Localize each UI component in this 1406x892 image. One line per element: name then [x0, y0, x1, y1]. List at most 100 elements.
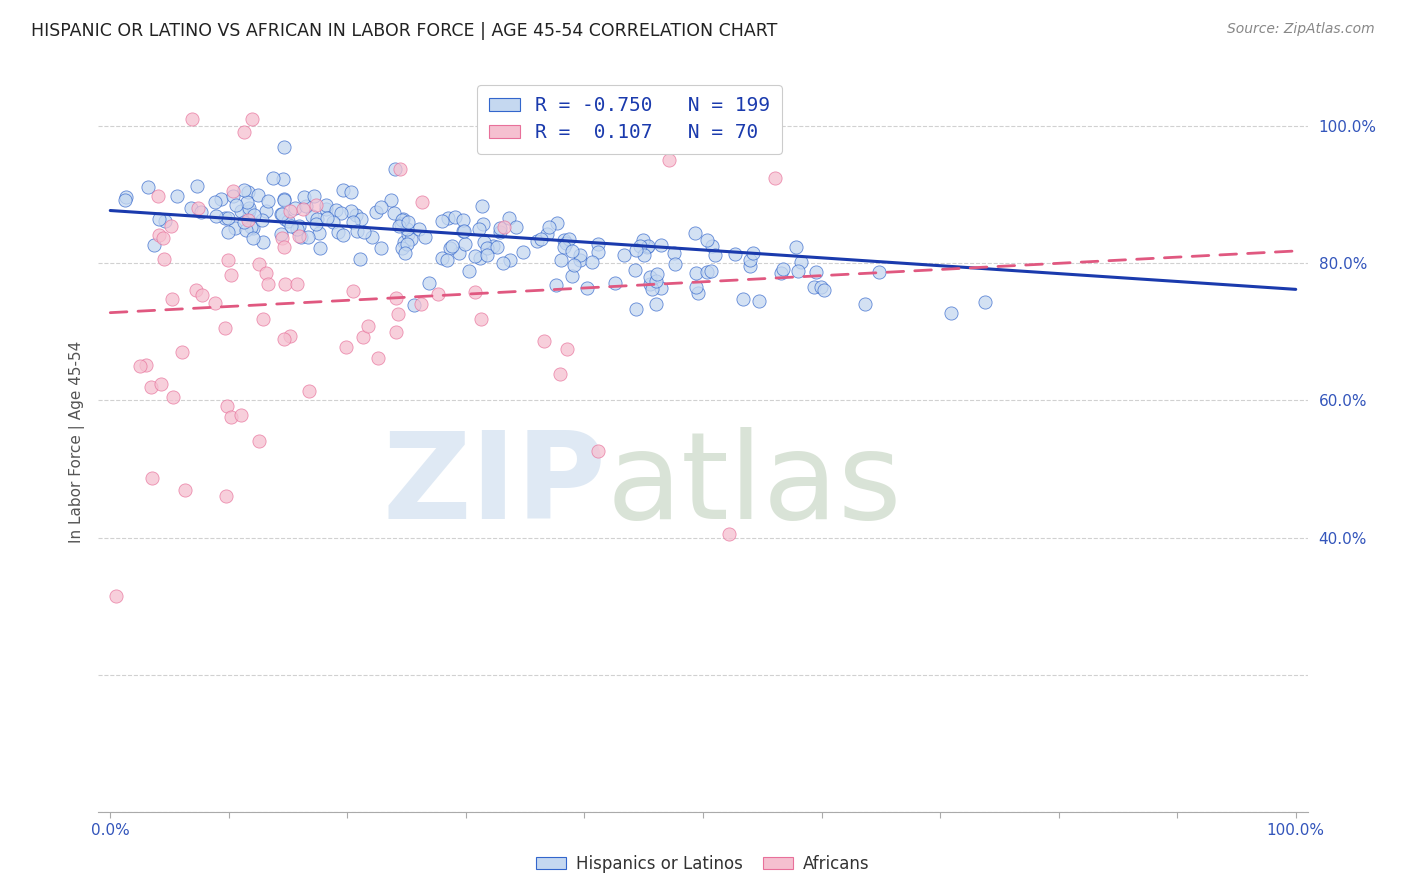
- Point: [240, 220, 263, 235]
- Point: [554, 235, 576, 250]
- Point: [114, 194, 136, 208]
- Point: [394, 235, 416, 249]
- Point: [361, 230, 384, 244]
- Point: [447, 245, 470, 260]
- Point: [526, 235, 548, 249]
- Point: [451, 213, 474, 227]
- Point: [235, 195, 257, 210]
- Point: [136, 180, 159, 194]
- Point: [217, 211, 239, 226]
- Text: HISPANIC OR LATINO VS AFRICAN IN LABOR FORCE | AGE 45-54 CORRELATION CHART: HISPANIC OR LATINO VS AFRICAN IN LABOR F…: [31, 22, 778, 40]
- Point: [555, 343, 578, 357]
- Point: [389, 217, 412, 231]
- Point: [172, 345, 194, 359]
- Point: [247, 434, 270, 449]
- Point: [650, 237, 672, 252]
- Point: [254, 266, 277, 280]
- Point: [772, 261, 794, 276]
- Point: [105, 589, 128, 603]
- Point: [287, 219, 309, 233]
- Point: [586, 236, 609, 251]
- Point: [538, 220, 561, 235]
- Point: [562, 259, 585, 273]
- Point: [550, 252, 572, 267]
- Point: [233, 215, 256, 229]
- Point: [512, 245, 534, 260]
- Point: [686, 286, 709, 301]
- Point: [413, 229, 436, 244]
- Point: [335, 341, 357, 355]
- Point: [488, 225, 510, 239]
- Point: [342, 284, 364, 298]
- Point: [658, 153, 681, 167]
- Point: [301, 209, 323, 223]
- Point: [278, 329, 301, 343]
- Point: [344, 208, 367, 222]
- Point: [273, 192, 295, 206]
- Point: [238, 201, 260, 215]
- Point: [576, 281, 599, 295]
- Point: [308, 226, 330, 240]
- Point: [685, 280, 707, 294]
- Point: [186, 179, 208, 194]
- Point: [482, 239, 505, 253]
- Point: [273, 193, 295, 207]
- Point: [225, 198, 247, 212]
- Point: [685, 266, 707, 280]
- Point: [396, 227, 419, 241]
- Point: [153, 213, 176, 227]
- Point: [214, 489, 236, 503]
- Point: [284, 201, 307, 215]
- Point: [738, 252, 761, 267]
- Point: [316, 211, 339, 226]
- Point: [370, 200, 392, 214]
- Point: [394, 246, 416, 260]
- Point: [224, 220, 246, 235]
- Point: [114, 190, 136, 204]
- Point: [644, 274, 666, 288]
- Point: [703, 248, 725, 262]
- Point: [340, 203, 363, 218]
- Point: [430, 214, 453, 228]
- Point: [191, 288, 214, 302]
- Point: [380, 194, 402, 208]
- Point: [568, 248, 591, 262]
- Point: [152, 252, 174, 266]
- Point: [396, 222, 419, 236]
- Point: [803, 280, 825, 294]
- Point: [139, 380, 162, 394]
- Point: [367, 351, 389, 366]
- Point: [315, 202, 337, 216]
- Point: [633, 233, 655, 247]
- Point: [270, 231, 292, 245]
- Point: [546, 216, 568, 230]
- Point: [401, 232, 423, 246]
- Point: [242, 221, 264, 235]
- Point: [236, 185, 259, 199]
- Point: [229, 203, 252, 218]
- Point: [418, 277, 440, 291]
- Point: [436, 253, 458, 268]
- Point: [664, 257, 686, 271]
- Point: [453, 224, 475, 238]
- Point: [385, 291, 408, 305]
- Point: [173, 483, 195, 497]
- Point: [548, 367, 571, 381]
- Point: [252, 312, 274, 326]
- Point: [853, 297, 876, 311]
- Point: [536, 227, 558, 241]
- Legend: Hispanics or Latinos, Africans: Hispanics or Latinos, Africans: [530, 848, 876, 880]
- Point: [645, 267, 668, 281]
- Point: [586, 443, 609, 458]
- Point: [292, 189, 315, 203]
- Point: [142, 238, 165, 252]
- Point: [868, 264, 890, 278]
- Point: [464, 249, 486, 263]
- Point: [430, 251, 453, 265]
- Point: [650, 280, 672, 294]
- Point: [411, 194, 433, 209]
- Point: [683, 226, 706, 240]
- Point: [640, 283, 662, 297]
- Point: [152, 231, 174, 245]
- Point: [742, 246, 765, 260]
